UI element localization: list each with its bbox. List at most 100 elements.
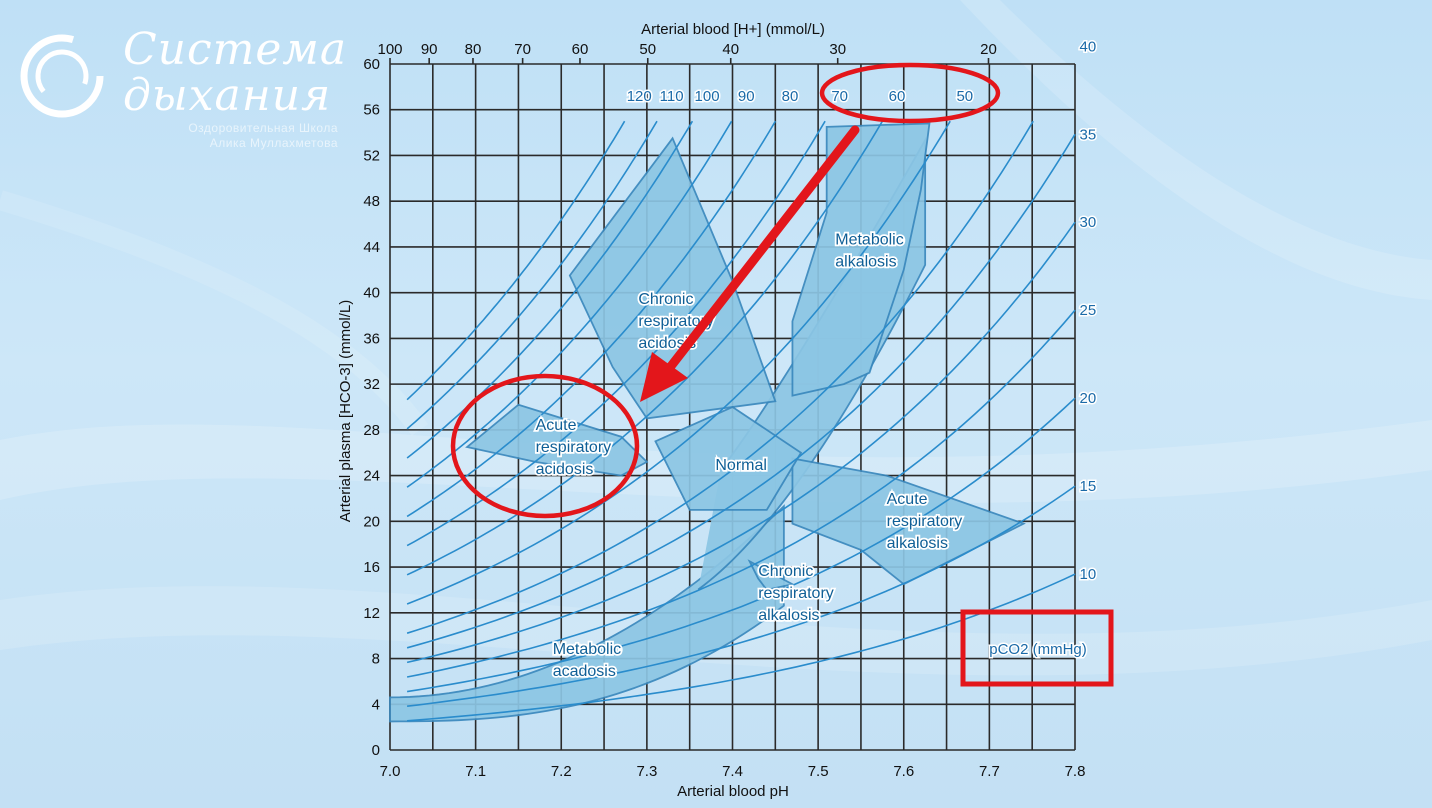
region-label-line: Acute bbox=[887, 491, 928, 508]
top-tick-label: 80 bbox=[465, 41, 482, 58]
brand-title-line2: дыхания bbox=[123, 70, 332, 121]
isobar-label: 120 bbox=[627, 88, 652, 105]
isobar-label: 50 bbox=[956, 88, 973, 105]
region-label-line: respiratory bbox=[638, 313, 714, 330]
isobar-line bbox=[406, 120, 733, 488]
x-tick-label: 7.3 bbox=[636, 763, 657, 780]
y-tick-label: 40 bbox=[363, 285, 380, 302]
region-label-line: alkalosis bbox=[887, 535, 948, 552]
isobar-line bbox=[406, 120, 694, 459]
region-metabolic-alkalosis bbox=[791, 122, 931, 397]
x-tick-label: 7.1 bbox=[465, 763, 486, 780]
x-axis-title: Arterial blood pH bbox=[677, 783, 789, 800]
y-tick-label: 44 bbox=[363, 239, 380, 256]
highlight-ellipse-acute-acidosis bbox=[450, 373, 640, 519]
x-tick-label: 7.5 bbox=[808, 763, 829, 780]
x-tick-label: 7.0 bbox=[380, 763, 401, 780]
highlight-ellipse-pco2-scale bbox=[819, 62, 1001, 124]
top-tick-label: 30 bbox=[829, 41, 846, 58]
annotation-arrow-head bbox=[640, 352, 688, 402]
y-tick-label: 0 bbox=[372, 742, 380, 759]
isobar-label: 20 bbox=[1080, 390, 1097, 407]
isobar-line bbox=[406, 397, 1076, 693]
region-label-line: Chronic bbox=[758, 563, 813, 580]
isobar-label: 25 bbox=[1080, 302, 1097, 319]
top-tick-label: 40 bbox=[722, 41, 739, 58]
annotation-arrow-shaft bbox=[663, 125, 860, 375]
y-tick-label: 28 bbox=[363, 422, 380, 439]
y-tick-label: 8 bbox=[372, 651, 380, 668]
brand-subtitle-line2: Алика Муллахметова bbox=[209, 136, 338, 150]
brand-subtitle-line1: Оздоровительная Школа bbox=[188, 121, 338, 135]
isobar-label: 100 bbox=[695, 88, 720, 105]
region-chronic-respiratory-alkalosis bbox=[747, 559, 796, 591]
y-tick-label: 20 bbox=[363, 513, 380, 530]
highlight-annotations bbox=[450, 62, 1114, 687]
isobar-label: 70 bbox=[831, 88, 848, 105]
top-tick-label: 70 bbox=[514, 41, 531, 58]
y-tick-label: 52 bbox=[363, 147, 380, 164]
isobar-line bbox=[406, 120, 826, 547]
isobar-line bbox=[406, 120, 658, 430]
x-tick-label: 7.2 bbox=[551, 763, 572, 780]
isobar-label: 80 bbox=[782, 88, 799, 105]
x-tick-label: 7.8 bbox=[1065, 763, 1086, 780]
region-label-line: respiratory bbox=[758, 585, 834, 602]
isobar-label: 40 bbox=[1080, 38, 1097, 55]
region-chronic-respiratory-acidosis bbox=[568, 136, 777, 420]
y-tick-label: 24 bbox=[363, 468, 380, 485]
y-axis-title: Arterial plasma [HCO-3] (mmol/L) bbox=[337, 300, 354, 523]
isobar-label: 30 bbox=[1080, 214, 1097, 231]
isobar-label: 10 bbox=[1080, 566, 1097, 583]
isobar-line bbox=[406, 120, 1034, 634]
x-tick-label: 7.7 bbox=[979, 763, 1000, 780]
isobar-line bbox=[406, 120, 777, 518]
top-axis-title: Arterial blood [H+] (mmol/L) bbox=[641, 21, 825, 38]
isobar-label: 60 bbox=[889, 88, 906, 105]
y-tick-label: 32 bbox=[363, 376, 380, 393]
brand-title-line1: Система bbox=[123, 24, 348, 75]
region-label-line: Metabolic bbox=[553, 641, 621, 658]
isobar-line bbox=[406, 120, 951, 605]
top-tick-label: 100 bbox=[377, 41, 402, 58]
top-tick-label: 20 bbox=[980, 41, 997, 58]
isobar-line bbox=[406, 309, 1076, 678]
region-label-line: Normal bbox=[715, 457, 767, 474]
chart-ticks: 7.0 7.1 7.2 7.3 7.4 7.5 7.6 7.7 7.80481216202428… bbox=[363, 41, 1085, 780]
top-tick-label: 90 bbox=[421, 41, 438, 58]
top-tick-label: 50 bbox=[639, 41, 656, 58]
y-tick-label: 4 bbox=[372, 696, 380, 713]
x-tick-label: 7.6 bbox=[893, 763, 914, 780]
y-tick-label: 36 bbox=[363, 330, 380, 347]
region-label-line: respiratory bbox=[536, 439, 612, 456]
y-tick-label: 60 bbox=[363, 56, 380, 73]
region-label-line: Metabolic bbox=[835, 232, 903, 249]
region-label-line: respiratory bbox=[887, 513, 963, 530]
isobar-label: 110 bbox=[660, 88, 684, 105]
isobar-label: 90 bbox=[738, 88, 755, 105]
y-tick-label: 48 bbox=[363, 193, 380, 210]
top-tick-label: 60 bbox=[572, 41, 589, 58]
region-label-line: alkalosis bbox=[835, 254, 896, 271]
region-label-line: alkalosis bbox=[758, 607, 819, 624]
pco2-series-label: pCO2 (mmHg) bbox=[989, 641, 1087, 658]
isobar-label: 15 bbox=[1080, 478, 1097, 495]
isobar-line bbox=[406, 120, 626, 401]
region-label-line: acidosis bbox=[536, 461, 594, 478]
brand-logo: Система дыхания Оздоровительная Школа Ал… bbox=[18, 28, 346, 158]
isobar-line bbox=[406, 221, 1076, 664]
region-label-line: acadosis bbox=[553, 663, 616, 680]
region-label-line: Chronic bbox=[638, 291, 693, 308]
brand-swirl-icon bbox=[20, 34, 104, 118]
highlight-box-pco2-label bbox=[960, 609, 1114, 687]
isobar-label: 35 bbox=[1080, 126, 1097, 143]
pco2-isobars: 120 110 100 90 80 70 60 50 40 35 30 25 20 15 10 bbox=[406, 37, 1098, 722]
region-labels: Chronic respiratory acidosis Metabolic alkal… bbox=[534, 230, 964, 682]
y-tick-label: 12 bbox=[363, 605, 380, 622]
isobar-line bbox=[407, 485, 1076, 707]
x-tick-label: 7.4 bbox=[722, 763, 743, 780]
isobar-line bbox=[406, 133, 1076, 649]
region-label-line: Acute bbox=[536, 417, 577, 434]
y-tick-label: 16 bbox=[363, 559, 380, 576]
